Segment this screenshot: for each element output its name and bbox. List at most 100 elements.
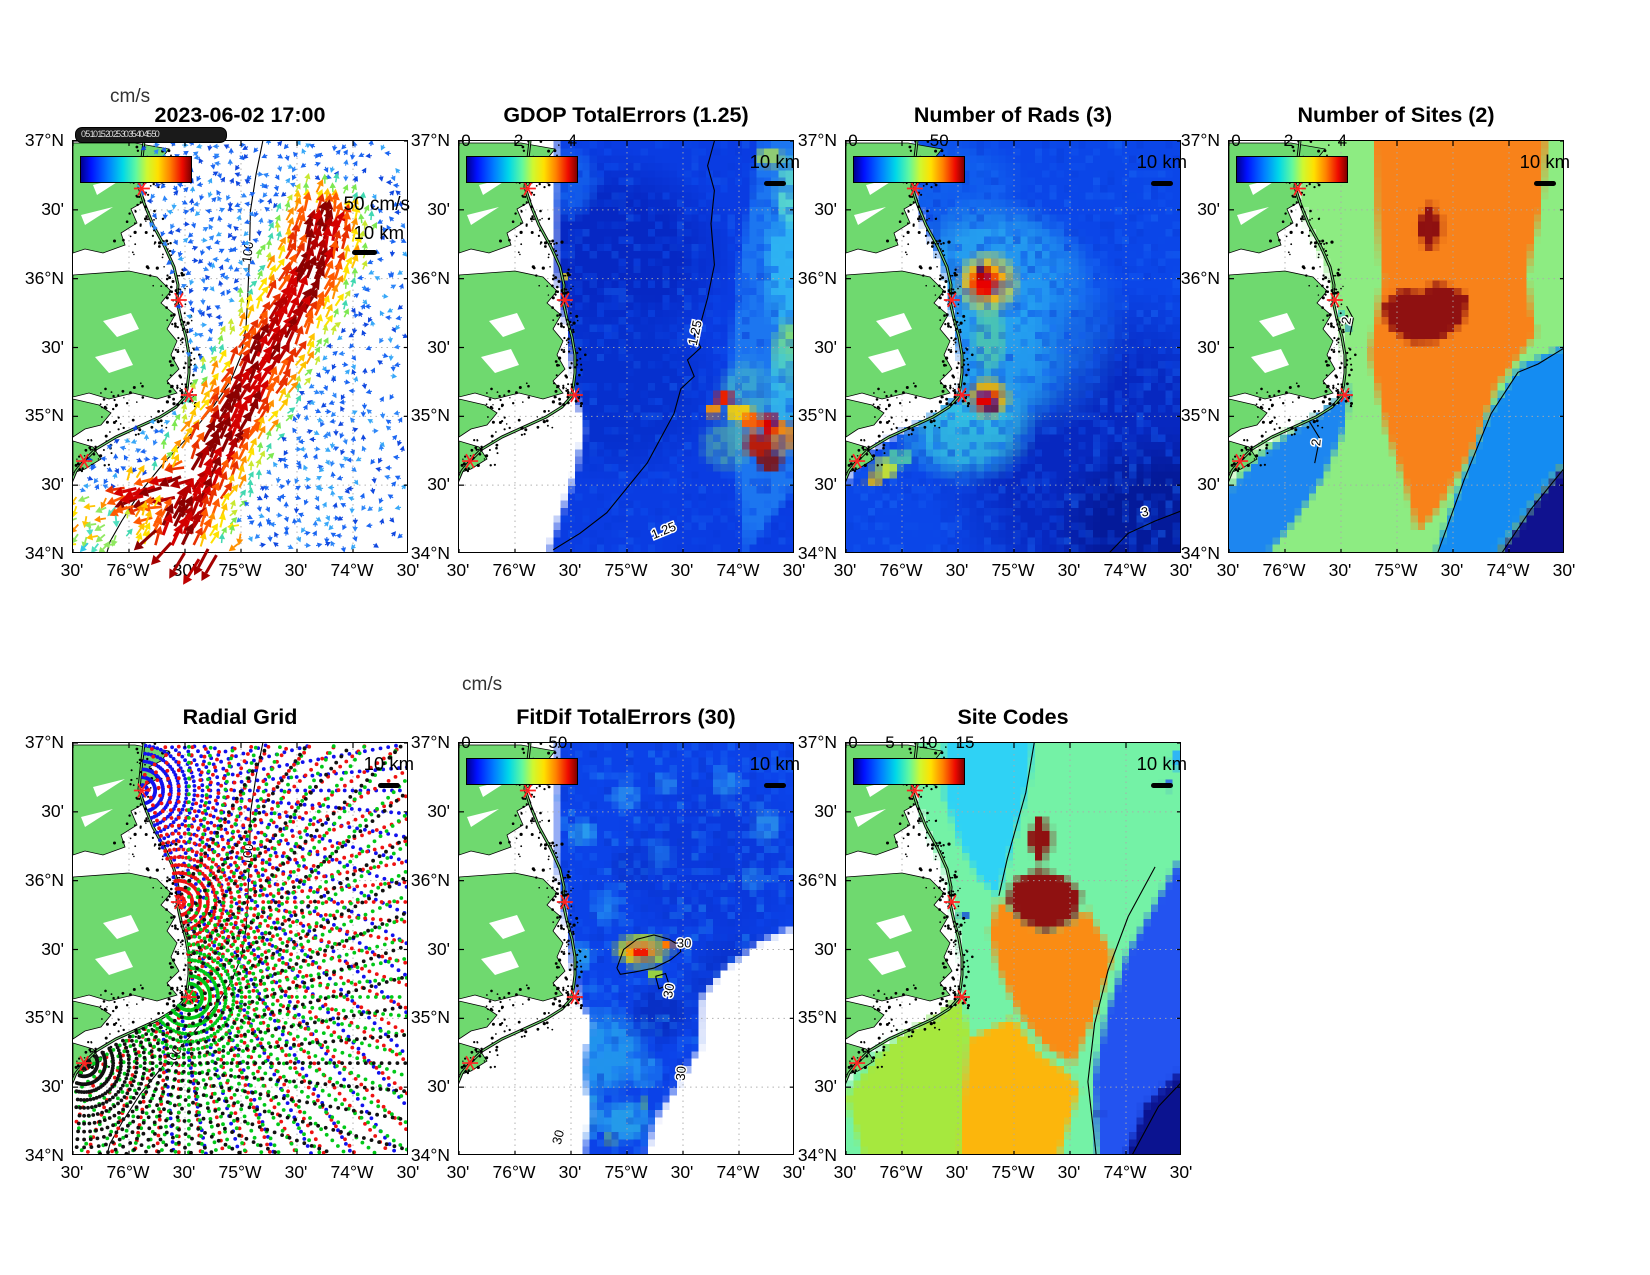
- land-polygon: [846, 398, 885, 438]
- colorbar-currents: [80, 156, 192, 183]
- scalebar-label: 10 km: [1136, 753, 1187, 774]
- land-polygon: [459, 270, 566, 400]
- contour-group: 1.25 1.25: [552, 141, 715, 551]
- y-axis-tick-label: 30': [427, 1076, 450, 1097]
- colorbar-tick-label: 0: [1231, 131, 1241, 150]
- scalebar: [1151, 181, 1173, 186]
- barrier-island-land: [73, 743, 190, 1082]
- scalebar: [378, 783, 400, 788]
- x-axis-tick-label: 30': [833, 1162, 857, 1182]
- y-axis-tick-label: 30': [427, 336, 450, 357]
- panel-title-currents: 2023-06-02 17:00: [154, 103, 326, 127]
- x-axis-tick-label: 30': [558, 560, 582, 580]
- x-axis-tick-label: 30': [1057, 560, 1081, 580]
- sound-water: [103, 915, 139, 939]
- land-polygon: [846, 872, 953, 1002]
- x-axis-tick-label: 74°W: [1486, 560, 1530, 580]
- contour-line: [1309, 421, 1321, 464]
- colorbar-numsites: [1236, 156, 1348, 183]
- sound-water: [81, 207, 113, 225]
- land-group: [1229, 141, 1357, 483]
- x-axis-tick-label: 30': [60, 1162, 84, 1182]
- y-axis-tick-label: 34°N: [797, 543, 837, 563]
- sound-water: [95, 951, 133, 975]
- contour-line: [675, 1064, 685, 1081]
- x-axis-tick-label: 74°W: [716, 560, 760, 580]
- colorbar-units-label: cm/s: [462, 674, 503, 695]
- land-polygon: [459, 1000, 498, 1040]
- site-marker-asterisk: [76, 453, 93, 469]
- x-axis-tick-label: 30': [782, 560, 806, 580]
- sound-water: [481, 951, 519, 975]
- panel-title-radialgrid: Radial Grid: [182, 705, 298, 729]
- site-marker-asterisk: [133, 783, 150, 798]
- x-axis-tick-label: 30': [1057, 1162, 1081, 1182]
- sound-water: [868, 951, 906, 975]
- land-group: [459, 743, 587, 1085]
- contour-line: [616, 934, 682, 975]
- contour-label: 3: [1140, 504, 1150, 520]
- sound-water: [95, 349, 133, 373]
- map-overlay: 22: [1229, 141, 1563, 552]
- x-axis-tick-label: 74°W: [716, 1162, 760, 1182]
- panel-title-numrads: Number of Rads (3): [913, 103, 1113, 127]
- site-marker-asterisk: [170, 894, 187, 910]
- y-axis-tick-label: 30': [427, 938, 450, 959]
- x-axis-tick-label: 30': [446, 560, 470, 580]
- map-plot-numrads: 3: [845, 140, 1181, 553]
- site-marker-asterisk: [1289, 181, 1306, 196]
- contour-line: [1132, 1083, 1180, 1154]
- colorbar-tick-label: 4: [1337, 131, 1348, 150]
- sound-water: [489, 313, 525, 337]
- sound-water: [1251, 349, 1289, 373]
- land-polygon: [73, 744, 170, 856]
- site-marker-asterisk: [133, 181, 150, 196]
- y-axis-tick-label: 35°N: [797, 405, 837, 426]
- y-axis-tick-label: 37°N: [24, 732, 64, 752]
- site-marker-asterisk: [180, 989, 197, 1005]
- panel-title-gdop: GDOP TotalErrors (1.25): [503, 103, 749, 127]
- land-polygon: [73, 398, 112, 438]
- y-axis-tick-label: 35°N: [1180, 405, 1220, 426]
- colorbar-tick-label: 0: [461, 131, 471, 150]
- y-axis-tick-label: 30': [41, 938, 64, 959]
- sound-water: [876, 313, 912, 337]
- y-axis-tick-label: 37°N: [797, 732, 837, 752]
- y-axis-tick-label: 35°N: [24, 405, 64, 426]
- map-plot-gdop: 1.25 1.25: [458, 140, 794, 553]
- y-axis-tick-label: 30': [41, 800, 64, 821]
- y-axis-tick-label: 30': [427, 198, 450, 219]
- y-axis-tick-label: 30': [41, 198, 64, 219]
- site-marker-asterisk: [519, 783, 536, 798]
- contour-label: 30: [673, 1065, 689, 1081]
- colorbar-tick-label: 4: [567, 131, 578, 150]
- scalebar: [1534, 181, 1556, 186]
- barrier-island-land: [459, 141, 576, 480]
- radar-site-markers: [849, 783, 970, 1071]
- radar-site-markers: [849, 181, 970, 469]
- land-speckles: [460, 743, 587, 1075]
- y-axis-tick-label: 30': [814, 198, 837, 219]
- x-axis-tick-label: 76°W: [879, 560, 923, 580]
- site-marker-asterisk: [1336, 387, 1353, 403]
- site-marker-asterisk: [566, 989, 583, 1005]
- site-marker-asterisk: [943, 292, 960, 308]
- y-axis-tick-label: 37°N: [24, 130, 64, 150]
- x-axis-tick-label: 30': [945, 1162, 969, 1182]
- y-axis-tick-label: 34°N: [410, 1145, 450, 1165]
- sound-water: [93, 779, 125, 797]
- contour-line: [1087, 866, 1156, 1154]
- barrier-island-land: [846, 743, 963, 1082]
- y-axis-tick-label: 36°N: [410, 869, 450, 890]
- y-axis-tick-label: 35°N: [24, 1007, 64, 1028]
- site-marker-asterisk: [180, 387, 197, 403]
- contour-line: [1346, 305, 1354, 336]
- panel-title-fitdif: FitDif TotalErrors (30): [516, 705, 736, 729]
- scalebar: [1151, 783, 1173, 788]
- x-axis-tick-label: 75°W: [1374, 560, 1418, 580]
- x-axis-tick-label: 30': [1169, 1162, 1193, 1182]
- x-axis-tick-label: 30': [1328, 560, 1352, 580]
- axis-tick-marks: [73, 743, 407, 1154]
- contour-line: [655, 972, 670, 990]
- y-axis-tick-label: 35°N: [410, 1007, 450, 1028]
